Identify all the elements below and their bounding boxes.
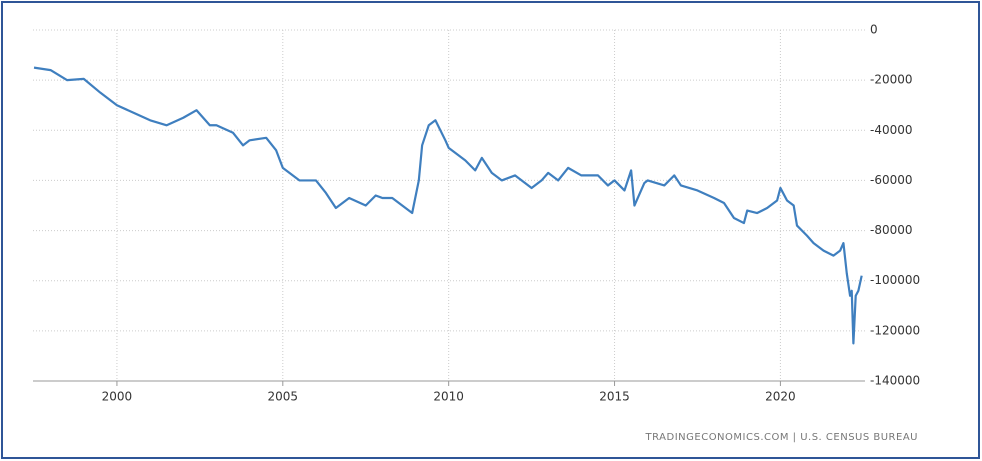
y-tick-label: -60000 (870, 173, 913, 187)
y-tick-label: -80000 (870, 223, 913, 237)
y-tick-label: -20000 (870, 73, 913, 87)
source: TRADINGECONOMICS.COM | U.S. CENSUS BUREA… (645, 432, 918, 443)
x-tick-label: 2000 (102, 390, 133, 404)
y-tick-label: 0 (870, 23, 878, 37)
line (33, 66, 863, 345)
y-tick-label: -140000 (870, 374, 920, 388)
x-tick-label: 2020 (765, 390, 796, 404)
x-tick-label: 2010 (433, 390, 464, 404)
x-tick-label: 2015 (599, 390, 630, 404)
x-tick-label: 2005 (268, 390, 299, 404)
y-tick-label: -40000 (870, 123, 913, 137)
y-tick-label: -120000 (870, 323, 920, 337)
y-tick-label: -100000 (870, 273, 920, 287)
